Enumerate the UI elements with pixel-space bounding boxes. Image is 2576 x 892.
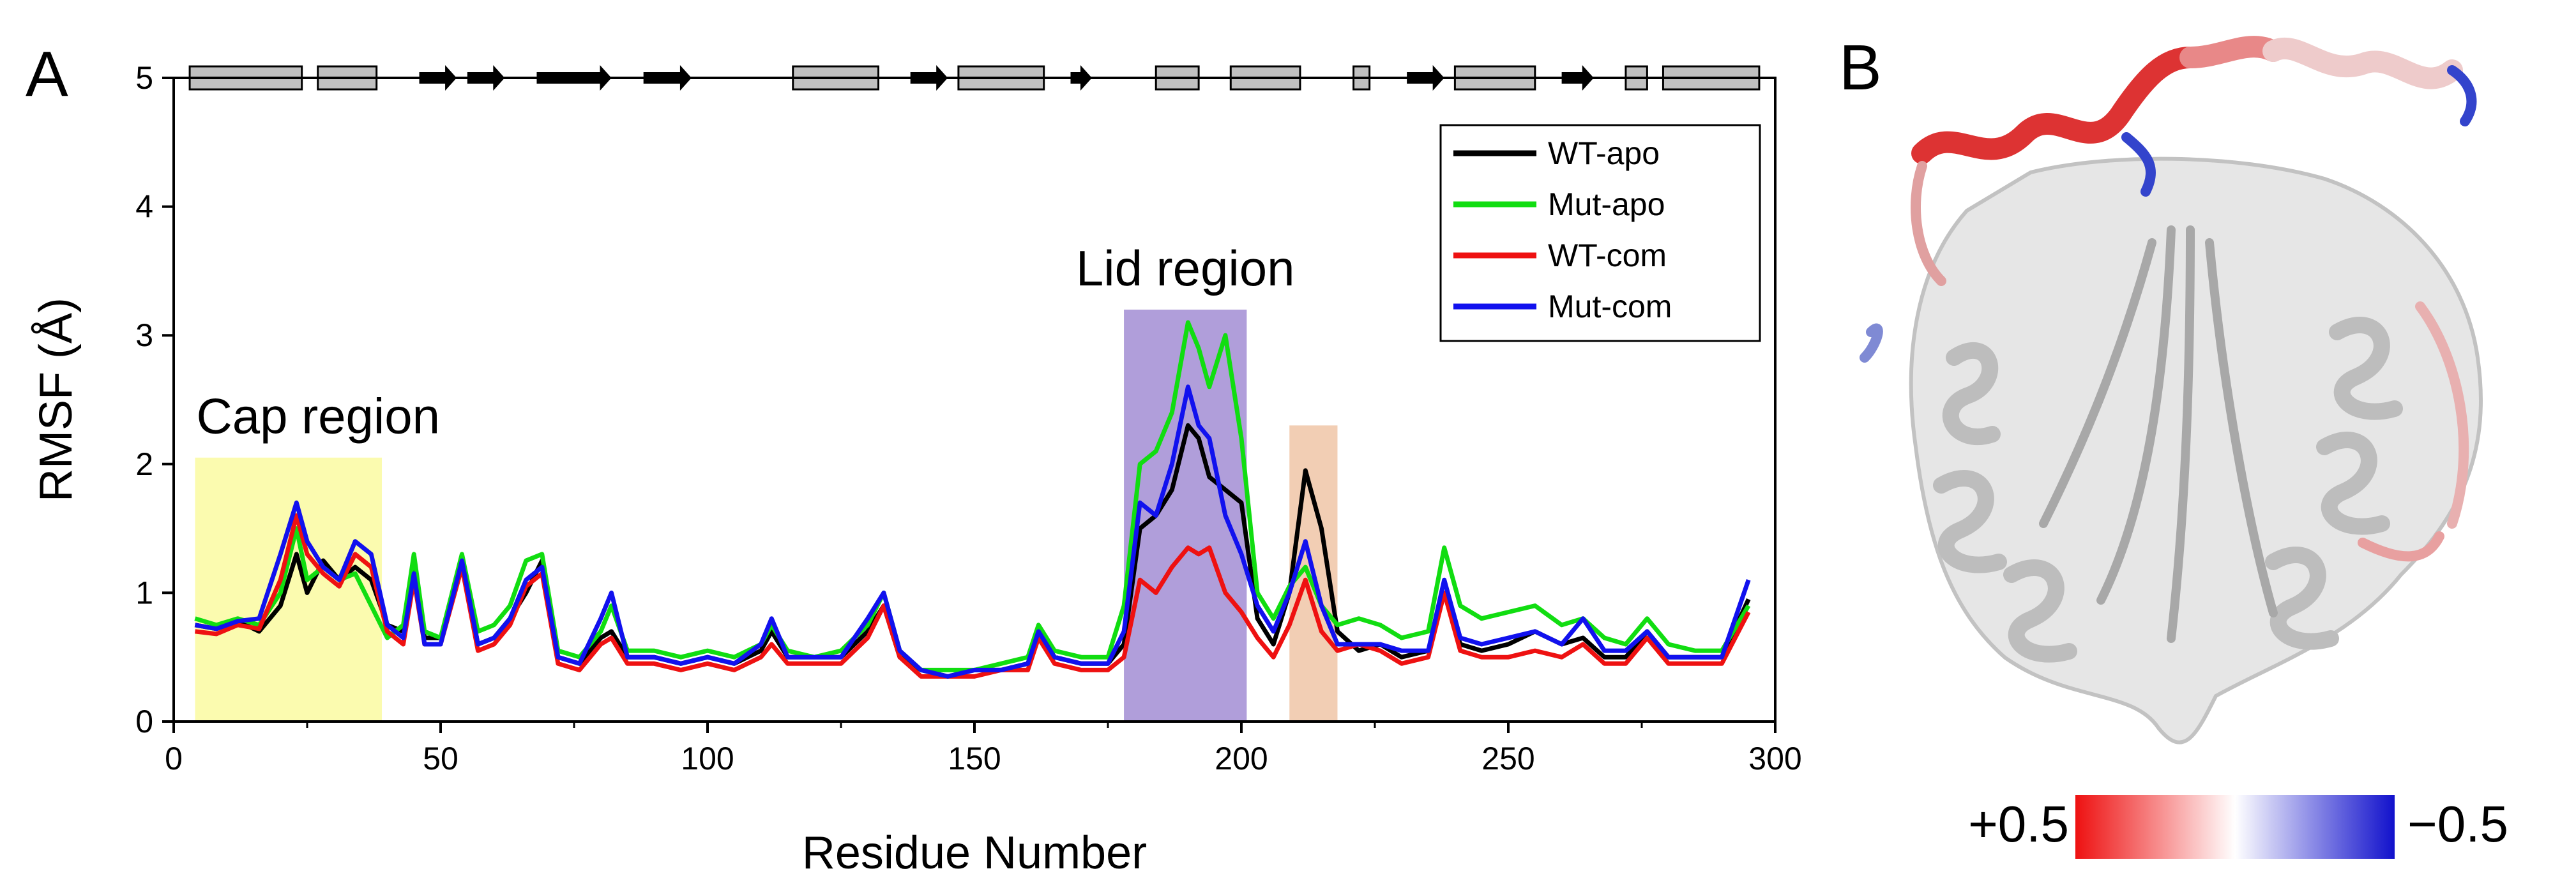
colorbar-gradient (2075, 795, 2395, 859)
region-labels: Cap region Lid region (196, 240, 1294, 444)
x-tick-label: 100 (681, 741, 734, 776)
rmsf-chart: 0 50 100 150 200 250 300 0 1 2 3 4 5 Cap region Lid r… (31, 60, 1802, 879)
rmsf-series (194, 320, 1751, 679)
y-tick-label: 2 (135, 446, 153, 482)
series-line-wt-com (194, 513, 1751, 679)
y-tick-label: 1 (135, 575, 153, 610)
gray-helices (1933, 317, 2403, 663)
x-tick-label: 300 (1748, 741, 1801, 776)
protein-structure-image (1860, 36, 2483, 745)
region-label-lid-region: Lid region (1076, 240, 1295, 296)
legend-label-wt-apo: WT-apo (1548, 135, 1660, 171)
panel-label-b: B (1839, 32, 1882, 103)
series-line-mut-apo (194, 320, 1751, 672)
colored-loops (1860, 65, 2477, 562)
series-line-mut-com (194, 384, 1751, 679)
region-band-cap-region (195, 457, 383, 722)
legend: WT-apo Mut-apo WT-com Mut-com (1439, 124, 1761, 342)
legend-label-mut-apo: Mut-apo (1548, 186, 1665, 222)
colorbar-label-right: −0.5 (2407, 796, 2508, 852)
y-tick-label: 3 (135, 317, 153, 353)
legend-label-wt-com: WT-com (1548, 238, 1667, 273)
region-band-lid-region (1124, 309, 1247, 722)
highlight-regions (195, 309, 1338, 722)
x-tick-label: 200 (1215, 741, 1268, 776)
colorbar-label-left: +0.5 (1968, 796, 2069, 852)
panel-label-a: A (26, 38, 68, 110)
colorbar: +0.5 −0.5 (1968, 795, 2508, 859)
x-axis-title: Residue Number (802, 828, 1147, 879)
axes: 0 50 100 150 200 250 300 0 1 2 3 4 5 (135, 60, 1802, 776)
x-tick-label: 50 (423, 741, 458, 776)
protein-core (1909, 156, 2483, 745)
y-axis-title: RMSF (Å) (31, 298, 82, 502)
beta-strands (2039, 225, 2278, 643)
region-label-cap-region: Cap region (196, 388, 440, 444)
x-tick-label: 0 (165, 741, 183, 776)
y-tick-label: 0 (135, 704, 153, 739)
red-helices (1911, 36, 2463, 164)
x-tick-label: 150 (948, 741, 1001, 776)
y-tick-label: 5 (135, 60, 153, 96)
y-tick-label: 4 (135, 189, 153, 225)
x-tick-label: 250 (1481, 741, 1534, 776)
series-line-wt-apo (194, 423, 1751, 679)
legend-label-mut-com: Mut-com (1548, 289, 1672, 324)
